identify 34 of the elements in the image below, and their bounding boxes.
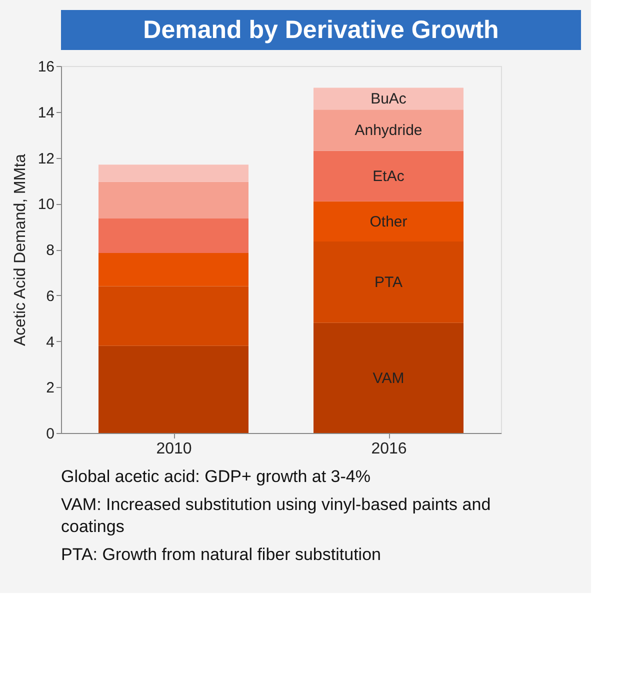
bar (314, 110, 464, 151)
y-tick-label: 6 (46, 288, 54, 305)
y-tick-label: 10 (38, 196, 54, 214)
y-tick-label: 4 (46, 334, 54, 351)
y-tick-label: 12 (38, 150, 54, 168)
series-label: VAM (372, 370, 404, 387)
y-tick-label: 16 (38, 58, 54, 76)
bar (98, 182, 248, 219)
bar (314, 241, 464, 323)
series-label: Anhydride (354, 122, 422, 140)
x-tick-label: 2016 (371, 440, 407, 458)
bar (98, 218, 248, 253)
series-label: BuAc (370, 90, 407, 108)
series-label: PTA (374, 274, 403, 292)
bar (314, 150, 464, 202)
bar (98, 346, 248, 433)
y-tick-label: 0 (46, 426, 54, 442)
bar (98, 252, 248, 286)
text: VAM: Increased substitution using vinyl-based paints and coatings (61, 495, 491, 536)
text: Global acetic acid: GDP+ growth at 3-4% (61, 467, 370, 486)
bar (314, 88, 464, 110)
text: PTA: Growth from natural fiber substitution (61, 545, 381, 564)
y-tick-label: 2 (46, 380, 54, 397)
series-label: EtAc (372, 168, 405, 186)
bar (314, 322, 464, 433)
y-tick-label: 14 (38, 104, 54, 122)
y-axis-title: Acetic Acid Demand, MMta (12, 154, 29, 346)
chart-title: Demand by Derivative Growth (143, 16, 499, 44)
bar (98, 164, 248, 182)
bar (314, 201, 464, 242)
y-tick-label: 8 (46, 242, 54, 259)
series-label: Other (370, 213, 408, 230)
x-tick-label: 2010 (156, 440, 192, 458)
bar (98, 286, 248, 346)
